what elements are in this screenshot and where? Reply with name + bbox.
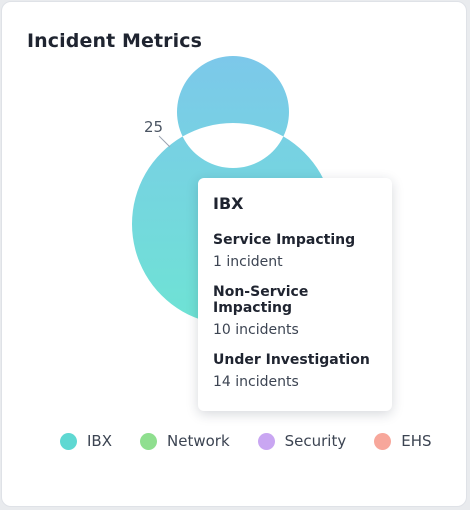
chart-legend: IBX Network Security EHS — [60, 432, 432, 450]
tooltip-row: Non-Service Impacting 10 incidents — [213, 284, 377, 338]
card-title: Incident Metrics — [27, 30, 203, 52]
legend-item-ibx[interactable]: IBX — [60, 432, 112, 450]
legend-item-network[interactable]: Network — [140, 432, 230, 450]
legend-label: Network — [167, 432, 230, 450]
legend-dot-security — [257, 432, 275, 450]
legend-dot-ibx — [60, 432, 77, 450]
legend-label: EHS — [401, 432, 432, 450]
legend-dot-network — [140, 432, 157, 450]
data-label-leader — [158, 135, 171, 148]
legend-label: Security — [284, 432, 347, 450]
tooltip-row-value: 10 incidents — [213, 322, 299, 338]
tooltip-row: Service Impacting 1 incident — [213, 232, 377, 270]
legend-label: IBX — [87, 432, 112, 450]
tooltip-title: IBX — [213, 194, 244, 213]
tooltip-row: Under Investigation 14 incidents — [213, 352, 377, 390]
chart-tooltip: IBX Service Impacting 1 incident Non-Ser… — [198, 178, 392, 411]
tooltip-row-label: Non-Service Impacting — [213, 284, 309, 316]
tooltip-row-value: 14 incidents — [213, 374, 299, 390]
legend-item-ehs[interactable]: EHS — [374, 432, 432, 450]
tooltip-row-label: Service Impacting — [213, 232, 356, 248]
legend-dot-ehs — [374, 432, 392, 450]
legend-item-security[interactable]: Security — [257, 432, 347, 450]
tooltip-row-value: 1 incident — [213, 254, 283, 270]
data-label-ibx: 25 — [144, 118, 163, 136]
tooltip-row-label: Under Investigation — [213, 352, 370, 368]
